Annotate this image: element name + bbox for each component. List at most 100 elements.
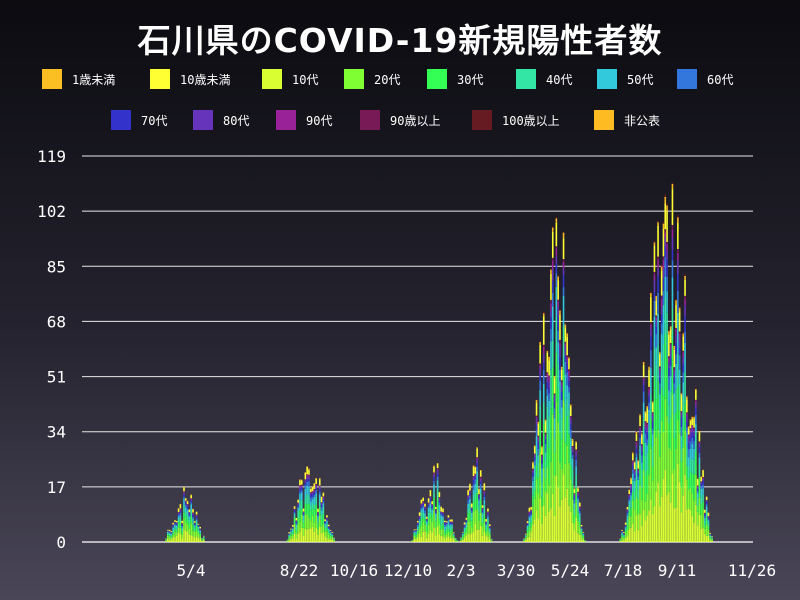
bar-segment	[700, 504, 703, 515]
bar-segment	[577, 488, 579, 492]
bar-segment	[544, 432, 547, 435]
bar-segment	[479, 512, 482, 526]
bar-segment	[680, 411, 683, 413]
bar-segment	[532, 476, 534, 481]
bar-segment	[535, 415, 538, 417]
bar-segment	[573, 495, 576, 498]
bar-segment	[528, 526, 531, 531]
bar-segment	[199, 528, 201, 530]
bar-segment	[644, 501, 647, 521]
bar-segment	[628, 501, 631, 505]
bar-segment	[655, 317, 658, 321]
bar-segment	[677, 253, 679, 261]
bar-segment	[304, 479, 307, 481]
bar-segment	[320, 502, 323, 503]
bar-segment	[195, 516, 198, 519]
bar-segment	[438, 497, 441, 498]
bar-segment	[476, 447, 478, 449]
bar-segment	[197, 525, 200, 527]
bar-segment	[192, 515, 194, 517]
bar-segment	[633, 461, 636, 463]
bar-segment	[689, 437, 692, 442]
bar-segment	[541, 456, 543, 461]
bar-segment	[420, 512, 423, 519]
bar-segment	[546, 351, 549, 353]
bar-segment	[678, 410, 681, 434]
bar-segment	[544, 419, 547, 421]
bar-segment	[288, 538, 290, 541]
bar-segment	[322, 493, 325, 497]
bar-segment	[485, 527, 487, 531]
bar-segment	[577, 512, 579, 521]
bar-segment	[635, 448, 638, 454]
bar-segment	[575, 452, 577, 457]
bar-segment	[709, 537, 712, 539]
bar-segment	[550, 303, 552, 311]
bar-segment	[571, 439, 574, 441]
bar-segment	[653, 243, 656, 246]
bar-segment	[474, 484, 477, 493]
bar-segment	[175, 532, 178, 536]
bar-segment	[188, 512, 191, 514]
bar-segment	[488, 524, 491, 527]
bar-segment	[544, 419, 547, 420]
bar-segment	[630, 489, 632, 493]
bar-segment	[684, 274, 686, 276]
bar-segment	[313, 494, 316, 498]
bar-segment	[442, 528, 444, 537]
bar-segment	[168, 532, 171, 534]
bar-segment	[469, 521, 471, 535]
bar-segment	[555, 401, 558, 477]
bar-segment	[427, 502, 430, 504]
bar-segment	[657, 276, 659, 293]
bar-segment	[320, 514, 323, 520]
bar-segment	[709, 535, 712, 536]
bar-segment	[693, 417, 695, 419]
bar-segment	[626, 511, 629, 514]
bar-segment	[324, 521, 326, 523]
bar-segment	[311, 526, 314, 542]
bar-segment	[290, 533, 292, 536]
bar-segment	[544, 439, 547, 444]
bar-segment	[644, 455, 647, 476]
legend-swatch	[472, 110, 492, 130]
bar-segment	[202, 540, 205, 542]
bar-segment	[689, 509, 692, 542]
bar-segment	[564, 324, 567, 326]
bar-segment	[644, 433, 647, 443]
legend-label: 10歳未満	[180, 73, 231, 87]
bar-segment	[621, 540, 623, 542]
bar-segment	[308, 477, 310, 480]
bar-segment	[696, 498, 699, 506]
bar-segment	[637, 469, 640, 471]
bar-segment	[174, 522, 176, 523]
bar-segment	[436, 488, 439, 499]
bar-segment	[449, 519, 451, 522]
bar-segment	[695, 408, 697, 415]
bar-segment	[451, 523, 453, 525]
bar-segment	[463, 527, 466, 530]
bar-segment	[705, 524, 708, 536]
bar-segment	[308, 528, 310, 542]
bar-segment	[447, 520, 450, 522]
bar-segment	[646, 406, 649, 408]
bar-segment	[639, 415, 641, 416]
bar-segment	[702, 501, 704, 509]
bar-segment	[571, 448, 574, 453]
bar-segment	[442, 515, 444, 517]
bar-segment	[413, 535, 415, 539]
bar-segment	[188, 516, 191, 520]
bar-segment	[333, 541, 335, 542]
bar-segment	[662, 222, 665, 224]
bar-segment	[326, 523, 328, 528]
bar-segment	[577, 494, 579, 496]
bar-segment	[304, 480, 307, 483]
bar-segment	[311, 499, 314, 504]
bar-segment	[687, 442, 690, 450]
bar-segment	[487, 513, 489, 516]
bar-segment	[659, 383, 661, 395]
bar-segment	[474, 476, 477, 480]
bar-segment	[557, 342, 559, 364]
bar-segment	[671, 340, 674, 395]
bar-segment	[691, 425, 694, 429]
